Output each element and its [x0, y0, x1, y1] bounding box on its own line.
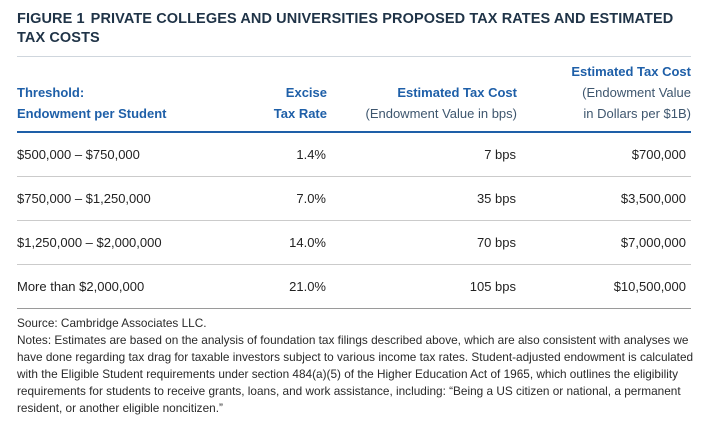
table-row: More than $2,000,000 21.0% 105 bps $10,5… — [17, 264, 691, 309]
table-row: $1,250,000 – $2,000,000 14.0% 70 bps $7,… — [17, 220, 691, 265]
dollars-cell: $10,500,000 — [517, 264, 691, 309]
header-bps-sub: (Endowment Value in bps) — [365, 106, 517, 121]
threshold-cell: $1,250,000 – $2,000,000 — [17, 220, 227, 265]
table-body: $500,000 – $750,000 1.4% 7 bps $700,000 … — [17, 132, 691, 309]
header-rate-line1: Excise — [285, 85, 327, 100]
header-bps: Estimated Tax Cost (Endowment Value in b… — [327, 61, 517, 133]
dollars-cell: $3,500,000 — [517, 176, 691, 221]
header-threshold: Threshold: Endowment per Student — [17, 61, 227, 133]
table-row: $500,000 – $750,000 1.4% 7 bps $700,000 — [17, 132, 691, 177]
threshold-cell: $750,000 – $1,250,000 — [17, 176, 227, 221]
figure-title-text: Private Colleges and Universities Propos… — [17, 11, 674, 46]
bps-cell: 105 bps — [327, 264, 517, 309]
tax-rates-table: Threshold: Endowment per Student Excise … — [17, 61, 691, 309]
header-threshold-line2: Endowment per Student — [17, 106, 167, 121]
rate-cell: 21.0% — [227, 264, 327, 309]
rate-cell: 14.0% — [227, 220, 327, 265]
threshold-cell: $500,000 – $750,000 — [17, 132, 227, 177]
source-note: Source: Cambridge Associates LLC. — [17, 316, 207, 330]
header-row: Threshold: Endowment per Student Excise … — [17, 61, 691, 133]
bps-cell: 35 bps — [327, 176, 517, 221]
header-bps-title: Estimated Tax Cost — [397, 85, 517, 100]
header-dollars: Estimated Tax Cost (Endowment Value in D… — [517, 61, 691, 133]
figure-label: Figure 1 — [17, 11, 85, 27]
bps-cell: 7 bps — [327, 132, 517, 177]
methodology-note: Notes: Estimates are based on the analys… — [17, 333, 694, 415]
header-rate-line2: Tax Rate — [273, 106, 327, 121]
rate-cell: 7.0% — [227, 176, 327, 221]
header-dollars-title: Estimated Tax Cost — [571, 64, 691, 79]
dollars-cell: $700,000 — [517, 132, 691, 177]
table-row: $750,000 – $1,250,000 7.0% 35 bps $3,500… — [17, 176, 691, 221]
header-dollars-sub2: in Dollars per $1B) — [583, 106, 691, 121]
figure-title: Figure 1 Private Colleges and Universitie… — [17, 10, 677, 48]
table-header: Threshold: Endowment per Student Excise … — [17, 61, 691, 133]
header-threshold-line1: Threshold: — [17, 85, 85, 100]
bps-cell: 70 bps — [327, 220, 517, 265]
figure-notes: Source: Cambridge Associates LLC. Notes:… — [17, 315, 697, 417]
header-rate: Excise Tax Rate — [227, 61, 327, 133]
threshold-cell: More than $2,000,000 — [17, 264, 227, 309]
dollars-cell: $7,000,000 — [517, 220, 691, 265]
header-dollars-sub1: (Endowment Value — [582, 85, 691, 100]
title-divider — [17, 56, 691, 57]
rate-cell: 1.4% — [227, 132, 327, 177]
